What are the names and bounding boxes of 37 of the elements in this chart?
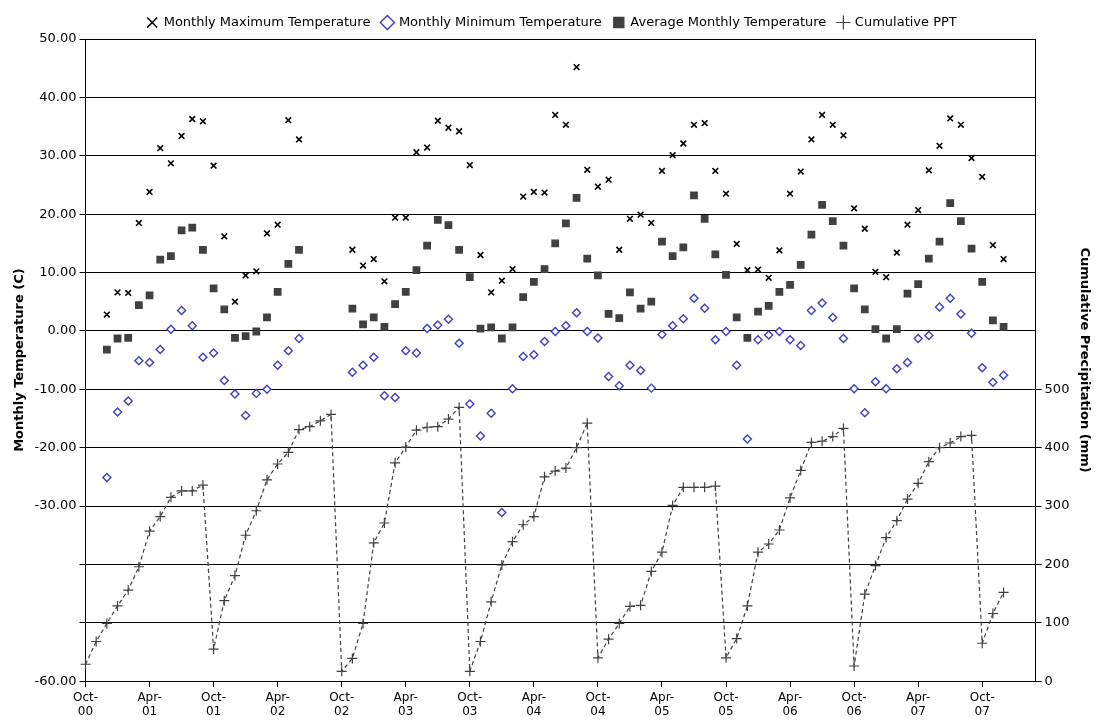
y-tick-label: 30.00 [39, 147, 77, 163]
y-axis-title: Monthly Temperature (C) [11, 268, 27, 452]
y2-tick-label: 200 [1044, 555, 1070, 571]
x-tick-label: Oct-00 [72, 689, 99, 718]
legend-label: Monthly Maximum Temperature [163, 13, 371, 29]
x-tick-label: Oct-04 [585, 689, 611, 718]
legend-label: Average Monthly Temperature [630, 13, 827, 29]
x-tick-label: Oct-03 [457, 689, 483, 718]
x-tick-label: Apr-06 [777, 689, 803, 718]
y-tick-label: 10.00 [39, 263, 77, 279]
x-tick-label: Oct-05 [713, 689, 739, 718]
x-tick-label: Apr-07 [906, 689, 931, 718]
y-tick-label: 0.00 [47, 322, 77, 338]
x-tick-label: Apr-02 [265, 689, 290, 718]
x-tick-label: Apr-05 [649, 689, 675, 718]
y2-axis-title: Cumulative Precipitation (mm) [1077, 247, 1093, 473]
y-tick-label: -10.00 [34, 380, 77, 396]
y-tick-label: 40.00 [39, 88, 77, 104]
x-tick-label: Apr-04 [521, 689, 547, 718]
x-tick-label: Oct-06 [841, 689, 867, 718]
y2-tick-label: 0 [1044, 672, 1053, 688]
y2-tick-label: 500 [1044, 380, 1070, 396]
x-tick-label: Apr-03 [393, 689, 418, 718]
x-tick-label: Apr-01 [137, 689, 162, 718]
legend-label: Monthly Minimum Temperature [398, 13, 602, 29]
x-tick-label: Oct-02 [329, 689, 355, 718]
y2-tick-label: 400 [1044, 439, 1070, 455]
y2-tick-label: 300 [1044, 497, 1070, 513]
y2-tick-label: 100 [1044, 614, 1070, 630]
legend-label: Cumulative PPT [854, 13, 957, 29]
y-tick-label: -30.00 [34, 497, 77, 513]
y-tick-label: -20.00 [34, 439, 77, 455]
y-tick-label: 20.00 [39, 205, 77, 221]
x-tick-label: Oct-01 [201, 689, 227, 718]
x-tick-label: Oct-07 [969, 689, 995, 718]
y-tick-label: -60.00 [34, 672, 77, 688]
y-tick-label: 50.00 [39, 30, 77, 46]
